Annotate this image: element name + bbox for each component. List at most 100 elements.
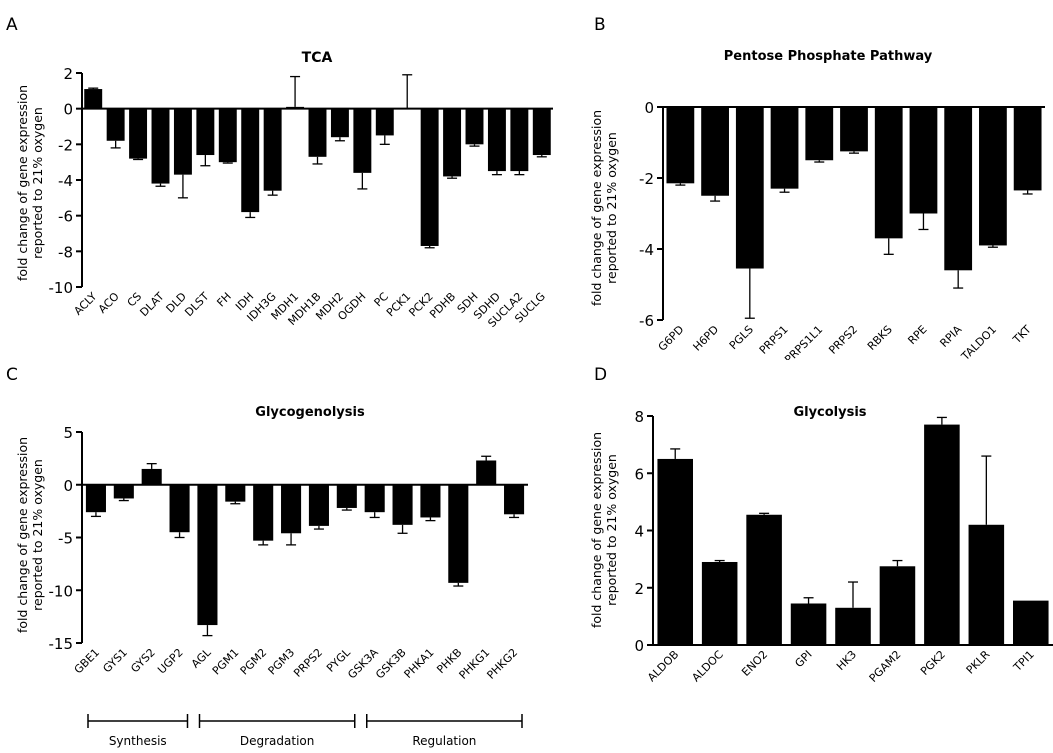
x-tick-label: GYS2 [128, 646, 157, 675]
bar [476, 460, 497, 485]
y-tick-label: -4 [639, 241, 654, 259]
x-tick-label: PKLR [964, 648, 993, 677]
bar [448, 484, 469, 583]
panel-d-title: Glycolysis [793, 405, 866, 420]
y-tick-label: -4 [58, 172, 73, 190]
bar [666, 107, 695, 184]
x-tick-label: FH [214, 290, 234, 310]
group-label: Synthesis [109, 734, 167, 748]
bar [218, 108, 237, 163]
y-tick-label: -2 [639, 170, 654, 188]
panel-b-ylabel-line2: reported to 21% oxygen [604, 132, 619, 284]
panel-b-chart: B Pentose Phosphate Pathway fold change … [589, 15, 1045, 360]
bar [701, 561, 738, 645]
bar [770, 107, 799, 189]
bar [253, 484, 274, 541]
y-tick-label: 2 [634, 580, 644, 598]
bar [701, 107, 729, 196]
panel-a-letter: A [6, 15, 18, 35]
bar [225, 484, 246, 502]
bar [286, 106, 305, 109]
y-tick-label: -5 [58, 530, 73, 548]
bar [465, 108, 484, 145]
x-tick-label: PHKG2 [484, 646, 520, 682]
panel-c-ylabel-line2: reported to 21% oxygen [30, 459, 45, 611]
y-tick-label: 0 [634, 637, 644, 655]
bar [85, 484, 106, 513]
y-tick-label: 0 [63, 477, 73, 495]
bar [1013, 107, 1042, 191]
bar [840, 107, 868, 152]
bar [113, 484, 134, 499]
y-tick-label: -10 [49, 582, 74, 600]
y-tick-label: -15 [49, 635, 74, 653]
x-tick-label: G6PD [656, 323, 687, 354]
panel-c-title: Glycogenolysis [255, 405, 365, 420]
bar [532, 108, 551, 156]
bar [735, 107, 764, 269]
x-tick-label: GPI [792, 648, 814, 670]
x-tick-label: GYS1 [100, 646, 129, 675]
panel-b-letter: B [594, 15, 606, 35]
bar [141, 468, 162, 485]
bar [420, 108, 439, 246]
panel-c-ylabel-line1: fold change of gene expression [15, 437, 30, 633]
bar [487, 108, 506, 172]
bar [106, 108, 125, 141]
bar [443, 108, 462, 177]
bar [979, 107, 1007, 246]
y-tick-label: -10 [49, 279, 74, 297]
bar [510, 108, 529, 172]
bar [746, 514, 782, 645]
x-tick-label: TALDO1 [958, 323, 999, 360]
x-tick-label: PGK2 [918, 648, 948, 678]
y-tick-label: 8 [634, 408, 644, 426]
bar [968, 524, 1005, 645]
x-tick-label: ALDOC [689, 648, 726, 685]
x-tick-label: RBKS [865, 323, 895, 353]
bar [504, 484, 525, 515]
bar [308, 484, 329, 526]
y-tick-label: -6 [639, 312, 654, 330]
bar [944, 107, 973, 271]
y-tick-label: 0 [63, 101, 73, 119]
x-tick-label: PRPS1L1 [782, 323, 825, 360]
panel-b-title: Pentose Phosphate Pathway [724, 49, 933, 64]
x-tick-label: DLST [182, 290, 211, 319]
x-tick-label: PGM2 [238, 646, 270, 678]
bar [336, 484, 357, 508]
x-tick-label: HK3 [834, 648, 859, 673]
x-tick-label: PDHB [427, 290, 458, 321]
x-tick-label: TKT [1010, 323, 1034, 347]
x-tick-label: RPIA [937, 323, 964, 350]
group-label: Regulation [412, 734, 476, 748]
x-tick-label: PRPS2 [291, 646, 325, 680]
bar [1013, 600, 1049, 645]
bar [330, 108, 349, 138]
x-tick-label: PRPS2 [826, 323, 860, 357]
x-tick-label: UGP2 [155, 646, 186, 677]
bar [790, 603, 827, 645]
x-tick-label: RPE [905, 323, 929, 347]
bar [375, 108, 394, 136]
bar [924, 424, 960, 645]
panel-a-ylabel-line2: reported to 21% oxygen [30, 107, 45, 259]
panel-c-chart: C Glycogenolysis fold change of gene exp… [6, 365, 528, 748]
panel-b-ylabel-line1: fold change of gene expression [589, 110, 604, 306]
x-tick-label: ACLY [71, 290, 99, 318]
bar [197, 484, 218, 626]
x-tick-label: GSK3B [373, 646, 409, 682]
y-tick-label: -6 [58, 208, 73, 226]
bar [241, 108, 260, 213]
y-tick-label: 2 [63, 65, 73, 83]
x-tick-label: PGLS [727, 323, 756, 352]
x-tick-label: TPI1 [1010, 648, 1037, 675]
panel-d-ylabel-line1: fold change of gene expression [589, 432, 604, 628]
bar [173, 108, 192, 175]
bar [129, 108, 148, 159]
y-tick-label: 6 [634, 465, 644, 483]
panel-d-chart: D Glycolysis fold change of gene express… [589, 365, 1053, 685]
bar [308, 108, 327, 157]
x-tick-label: ENO2 [739, 648, 770, 679]
